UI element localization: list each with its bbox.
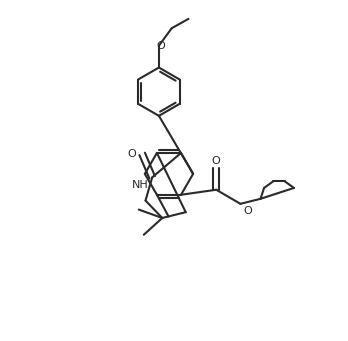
Text: O: O [211,156,220,166]
Text: O: O [156,41,165,51]
Text: O: O [243,206,252,216]
Text: NH: NH [132,180,148,190]
Text: O: O [127,149,136,159]
